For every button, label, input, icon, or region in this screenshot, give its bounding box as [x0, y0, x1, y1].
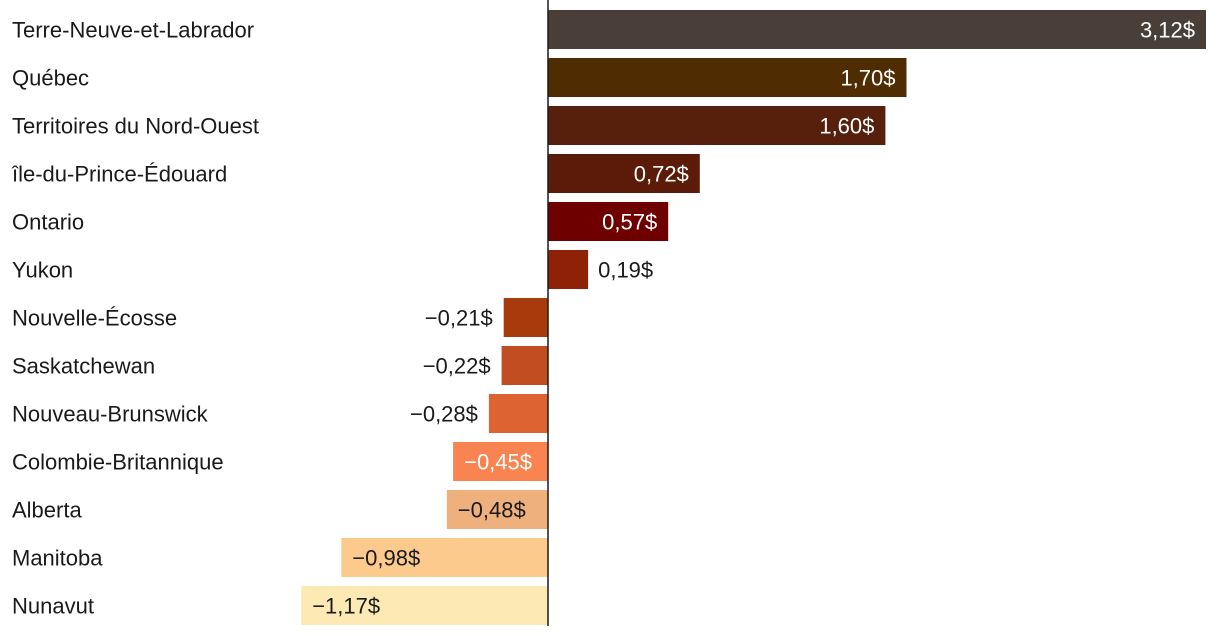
bar	[548, 58, 907, 97]
bar	[301, 586, 548, 625]
value-label: −0,28$	[410, 402, 478, 427]
category-label: Saskatchewan	[12, 354, 155, 379]
value-label: 0,72$	[634, 162, 689, 187]
category-label: Ontario	[12, 210, 84, 235]
category-label: Yukon	[12, 258, 73, 283]
bar	[503, 298, 548, 337]
value-label: −0,21$	[425, 306, 493, 331]
category-label: Alberta	[12, 498, 82, 523]
value-label: 0,57$	[602, 210, 657, 235]
bar	[446, 490, 548, 529]
category-label: Québec	[12, 66, 89, 91]
bar	[501, 346, 548, 385]
bar	[548, 154, 700, 193]
value-label: 3,12$	[1140, 18, 1195, 43]
value-label: −0,48$	[458, 498, 526, 523]
bar	[548, 202, 669, 241]
category-label: Nunavut	[12, 594, 94, 619]
bar	[488, 394, 548, 433]
category-label: Terre-Neuve-et-Labrador	[12, 18, 254, 43]
category-label: île-du-Prince-Édouard	[11, 162, 227, 187]
value-label: −0,22$	[423, 354, 491, 379]
value-label: −1,17$	[312, 594, 380, 619]
value-label: 0,19$	[598, 258, 653, 283]
category-label: Territoires du Nord-Ouest	[12, 114, 259, 139]
value-label: 1,70$	[840, 66, 895, 91]
bar	[341, 538, 548, 577]
category-label: Nouveau-Brunswick	[12, 402, 209, 427]
category-label: Nouvelle-Écosse	[12, 306, 177, 331]
bar	[453, 442, 548, 481]
category-label: Manitoba	[12, 546, 103, 571]
category-label: Colombie-Britannique	[12, 450, 224, 475]
bar	[548, 250, 589, 289]
value-label: −0,98$	[352, 546, 420, 571]
bar	[548, 106, 886, 145]
value-label: −0,45$	[464, 450, 532, 475]
bar	[548, 10, 1206, 49]
value-label: 1,60$	[819, 114, 874, 139]
